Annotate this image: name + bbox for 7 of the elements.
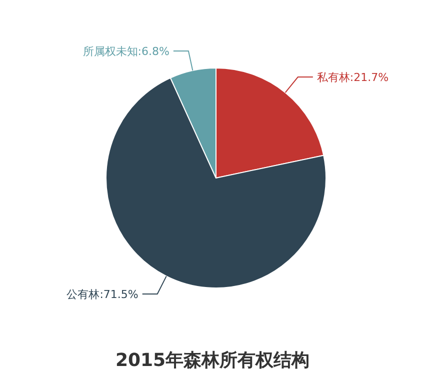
value: :71.5%: [100, 288, 138, 302]
value: :21.7%: [350, 71, 389, 84]
category: 公有林: [66, 288, 100, 302]
category: 所属权未知: [82, 44, 138, 58]
value: :6.8%: [138, 44, 170, 58]
text: 2015年森林所有权结构: [115, 350, 310, 371]
category: 私有林: [316, 71, 350, 84]
